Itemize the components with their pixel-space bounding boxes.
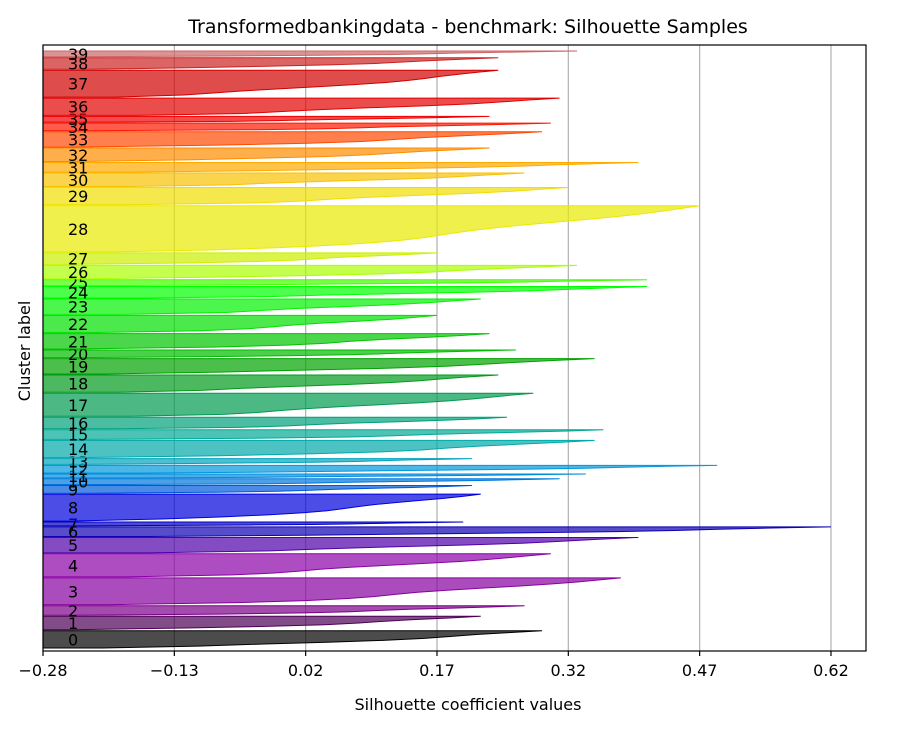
x-tick-label: −0.13 [150,661,199,680]
silhouette-band-cluster-21 [42,333,490,350]
cluster-label-31: 31 [68,158,88,177]
cluster-label-22: 22 [68,315,88,334]
silhouette-band-cluster-31 [42,161,639,173]
cluster-label-2: 2 [68,602,78,621]
silhouette-band-cluster-18 [42,374,499,393]
silhouette-band-cluster-23 [42,298,481,315]
silhouette-band-cluster-6 [42,526,831,537]
x-tick-label: 0.47 [682,661,718,680]
silhouette-band-cluster-0 [42,630,543,649]
silhouette-band-cluster-19 [42,358,595,375]
cluster-label-4: 4 [68,556,78,575]
silhouette-band-cluster-7 [42,521,464,527]
cluster-label-18: 18 [68,375,88,394]
cluster-label-6: 6 [68,523,78,542]
x-tick-label: 0.02 [288,661,324,680]
silhouette-band-cluster-2 [42,605,525,616]
plot-area: 0123456789101112131415161718192021222324… [18,44,867,680]
cluster-label-20: 20 [68,345,88,364]
cluster-label-28: 28 [68,220,88,239]
cluster-label-3: 3 [68,582,78,601]
cluster-label-36: 36 [68,98,88,117]
silhouette-band-cluster-4 [42,553,551,578]
silhouette-band-cluster-24 [42,286,648,299]
silhouette-band-cluster-5 [42,536,639,554]
cluster-label-33: 33 [68,130,88,149]
cluster-label-9: 9 [68,480,78,499]
silhouette-band-cluster-34 [42,122,551,132]
silhouette-band-cluster-39 [42,50,578,58]
silhouette-band-cluster-15 [42,429,604,440]
cluster-label-12: 12 [68,460,88,479]
silhouette-band-cluster-28 [42,205,700,253]
cluster-label-1: 1 [68,614,78,633]
silhouette-band-cluster-1 [42,615,481,631]
cluster-label-5: 5 [68,536,78,555]
silhouette-band-cluster-13 [42,458,473,465]
silhouette-band-cluster-8 [42,493,481,522]
silhouette-band-cluster-27 [42,252,438,265]
y-axis-title: Cluster label [15,301,34,402]
silhouette-band-cluster-30 [42,172,525,188]
silhouette-band-cluster-11 [42,473,586,479]
cluster-label-8: 8 [68,499,78,518]
cluster-label-14: 14 [68,440,88,459]
silhouette-band-cluster-20 [42,349,516,359]
silhouette-band-cluster-38 [42,57,499,70]
cluster-label-21: 21 [68,332,88,351]
silhouette-band-cluster-16 [42,416,508,430]
silhouette-band-cluster-36 [42,97,560,116]
silhouette-band-cluster-29 [42,186,569,206]
silhouette-band-cluster-12 [42,464,718,474]
cluster-label-39: 39 [68,45,88,64]
cluster-label-27: 27 [68,250,88,269]
silhouette-band-cluster-17 [42,392,534,417]
cluster-label-38: 38 [68,54,88,73]
cluster-label-30: 30 [68,171,88,190]
silhouette-band-cluster-22 [42,314,438,334]
silhouette-band-cluster-35 [42,115,490,123]
silhouette-band-cluster-26 [42,264,578,280]
silhouette-band-cluster-25 [42,279,648,287]
cluster-label-34: 34 [68,118,88,137]
x-tick-label: 0.62 [813,661,849,680]
cluster-label-19: 19 [68,357,88,376]
silhouette-band-cluster-9 [42,485,473,494]
silhouette-band-cluster-33 [42,131,543,148]
cluster-label-37: 37 [68,75,88,94]
cluster-label-29: 29 [68,187,88,206]
x-axis-title: Silhouette coefficient values [355,695,582,714]
cluster-label-24: 24 [68,283,88,302]
plot-frame [42,44,867,652]
chart-title: Transformedbankingdata - benchmark: Silh… [187,16,748,38]
silhouette-band-cluster-32 [42,147,490,163]
x-tick-label: 0.32 [551,661,587,680]
cluster-label-32: 32 [68,146,88,165]
cluster-label-17: 17 [68,396,88,415]
x-tick-label: 0.17 [419,661,455,680]
silhouette-band-cluster-37 [42,69,499,98]
x-tick-label: −0.28 [18,661,67,680]
cluster-label-26: 26 [68,263,88,282]
cluster-label-0: 0 [68,630,78,649]
cluster-label-7: 7 [68,515,78,534]
cluster-label-16: 16 [68,414,88,433]
silhouette-band-cluster-3 [42,577,621,606]
silhouette-band-cluster-10 [42,478,560,486]
cluster-label-15: 15 [68,426,88,445]
silhouette-band-cluster-14 [42,439,595,459]
cluster-label-23: 23 [68,298,88,317]
